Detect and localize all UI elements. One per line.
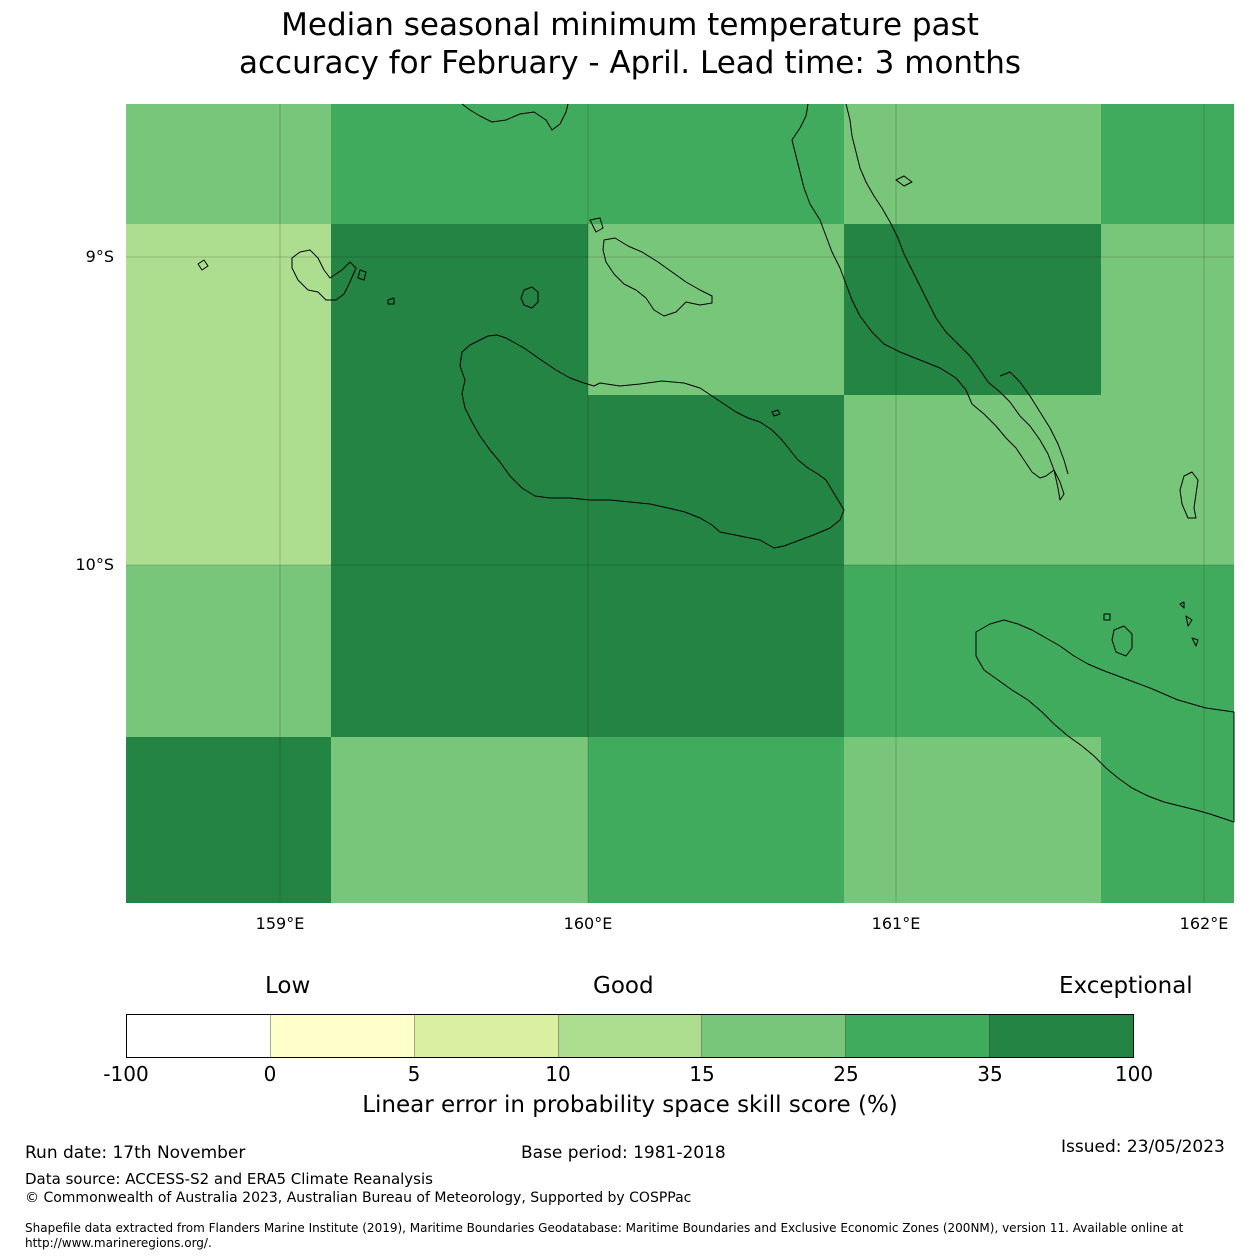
- coastline-makira: [975, 619, 1235, 823]
- skill-cell: [126, 224, 331, 395]
- shapefile-credit: Shapefile data extracted from Flanders M…: [25, 1221, 1184, 1250]
- skill-cell: [1101, 565, 1234, 737]
- title-line-2: accuracy for February - April. Lead time…: [238, 45, 1022, 81]
- skill-cell: [844, 737, 1101, 903]
- skill-cell: [331, 224, 588, 395]
- lon-label-160e: 160°E: [564, 914, 613, 933]
- colorbar-segment: [990, 1015, 1134, 1057]
- skill-cell: [588, 737, 844, 903]
- colorbar: [126, 1014, 1134, 1058]
- skill-cell: [331, 104, 588, 224]
- skill-cell: [126, 395, 331, 565]
- run-date: Run date: 17th November: [25, 1143, 246, 1163]
- coastline-malaita-east: [999, 371, 1069, 475]
- cbar-tick: 0: [263, 1062, 277, 1086]
- cbar-tick: 35: [977, 1062, 1003, 1086]
- colorbar-segment: [846, 1015, 991, 1057]
- legend-low: Low: [265, 973, 311, 999]
- copyright: © Commonwealth of Australia 2023, Austra…: [25, 1190, 692, 1206]
- legend-good: Good: [593, 973, 654, 999]
- colorbar-segment: [414, 1015, 559, 1057]
- lat-label-10s: 10°S: [75, 555, 114, 574]
- skill-cell: [844, 565, 1101, 737]
- lat-label-9s: 9°S: [86, 247, 114, 266]
- cbar-tick: 15: [689, 1062, 715, 1086]
- skill-cell: [1101, 104, 1234, 224]
- skill-cell: [126, 104, 331, 224]
- data-source: Data source: ACCESS-S2 and ERA5 Climate …: [25, 1170, 433, 1188]
- title-line-1: Median seasonal minimum temperature past: [281, 7, 979, 43]
- colorbar-segment: [702, 1015, 847, 1057]
- skill-cell: [588, 224, 844, 395]
- coastline-islet-north-guadalcanal: [520, 286, 539, 309]
- skill-grid: [126, 104, 1234, 903]
- skill-cell: [1101, 395, 1234, 565]
- skill-cell: [331, 395, 588, 565]
- coastline-malaita-santa-isabel: [791, 103, 1065, 501]
- skill-cell: [1101, 737, 1234, 903]
- base-period: Base period: 1981-2018: [521, 1143, 726, 1163]
- lon-label-161e: 161°E: [872, 914, 921, 933]
- colorbar-segment: [558, 1015, 703, 1057]
- coastline-santa-isabel-top: [461, 103, 569, 131]
- colorbar-segment: [270, 1015, 415, 1057]
- cbar-tick: 5: [407, 1062, 421, 1086]
- skill-cell: [331, 737, 588, 903]
- skill-cell: [331, 565, 588, 737]
- issued-date: Issued: 23/05/2023: [1061, 1137, 1225, 1157]
- coastline-islets-southeast: [1103, 601, 1199, 657]
- coastline-guadalcanal: [459, 334, 845, 549]
- coastline-ulawa: [1179, 471, 1199, 519]
- lat-tick-labels: 9°S 10°S: [75, 247, 114, 574]
- legend-exceptional: Exceptional: [1059, 973, 1193, 999]
- colorbar-label: Linear error in probability space skill …: [362, 1092, 898, 1118]
- cbar-tick: 10: [545, 1062, 571, 1086]
- skill-cell: [1101, 224, 1234, 395]
- coastline-florida-islands: [589, 217, 713, 317]
- skill-cell: [588, 104, 844, 224]
- skill-cell: [588, 395, 844, 565]
- coastlines: [197, 103, 1235, 823]
- lon-label-162e: 162°E: [1180, 914, 1229, 933]
- skill-cell: [844, 224, 1101, 395]
- graticule: [126, 104, 1234, 903]
- cbar-tick: 100: [1114, 1062, 1154, 1086]
- lon-label-159e: 159°E: [256, 914, 305, 933]
- coastline-russell-islands: [197, 249, 395, 305]
- lon-tick-labels: 159°E 160°E 161°E 162°E: [256, 914, 1229, 933]
- skill-cell: [126, 565, 331, 737]
- skill-cell: [844, 104, 1101, 224]
- skill-cell: [844, 395, 1101, 565]
- map: 9°S 10°S 159°E 160°E 161°E 162°E: [75, 103, 1235, 933]
- cbar-tick: -100: [103, 1062, 149, 1086]
- skill-cell: [126, 737, 331, 903]
- colorbar-segment: [127, 1015, 271, 1057]
- chart-title: Median seasonal minimum temperature past…: [0, 6, 1260, 82]
- cbar-tick: 25: [833, 1062, 859, 1086]
- coastline-islet-east: [771, 175, 913, 417]
- skill-cell: [588, 565, 844, 737]
